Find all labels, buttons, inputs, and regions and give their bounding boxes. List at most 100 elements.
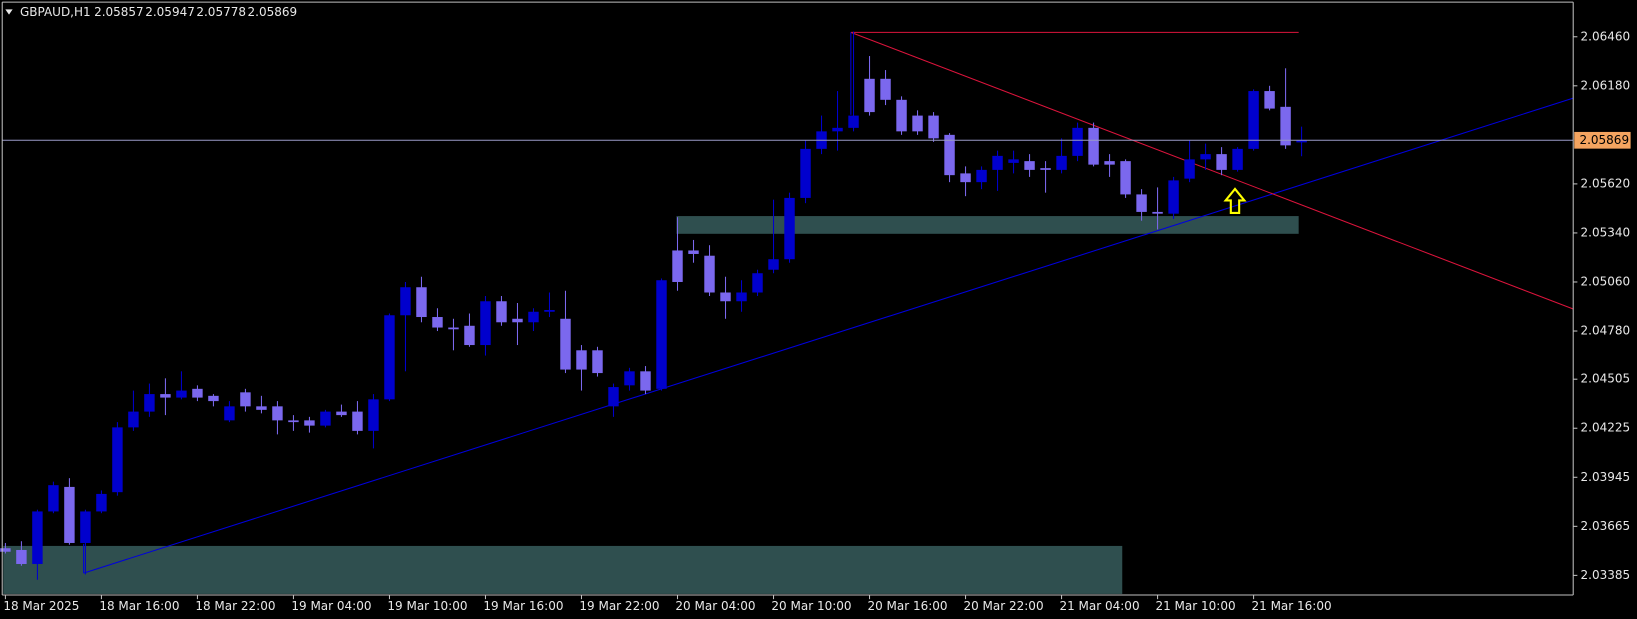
candle-body <box>128 411 139 428</box>
header-open: 2.05857 <box>94 5 144 19</box>
x-tick-label: 20 Mar 22:00 <box>963 599 1043 613</box>
candle-body <box>1232 148 1243 170</box>
candle-body <box>352 411 363 431</box>
candle-body <box>848 115 859 128</box>
candle-body <box>256 406 267 410</box>
candle-body <box>208 395 219 402</box>
candle-body <box>1216 154 1227 170</box>
candle-body <box>1264 91 1275 109</box>
candle-body <box>512 318 523 323</box>
candle-body <box>1200 154 1211 160</box>
candle-body <box>1104 161 1115 165</box>
arrow-up <box>1223 187 1247 214</box>
y-tick-label: 2.03945 <box>1581 470 1631 484</box>
price-tag-label: 2.05869 <box>1579 133 1629 147</box>
candle-body <box>432 317 443 328</box>
candle-body <box>656 280 667 389</box>
candle-body <box>944 134 955 176</box>
candle-body <box>608 387 619 407</box>
menu-icon[interactable] <box>5 9 13 15</box>
candle-body <box>1184 159 1195 179</box>
candle-body <box>64 486 75 543</box>
candle-body <box>272 406 283 421</box>
candle-body <box>752 273 763 293</box>
support-zone <box>676 216 1299 234</box>
candle-body <box>16 549 27 564</box>
x-tick-label: 20 Mar 16:00 <box>867 599 947 613</box>
x-tick-label: 19 Mar 22:00 <box>579 599 659 613</box>
y-tick-label: 2.05060 <box>1581 274 1631 288</box>
candle-body <box>464 325 475 346</box>
candle-body <box>320 411 331 426</box>
y-tick-label: 2.04505 <box>1581 372 1631 386</box>
candle-body <box>528 311 539 323</box>
trend-line <box>83 97 1574 574</box>
candle-body <box>624 371 635 386</box>
candle-body <box>1040 168 1051 170</box>
candle-body <box>48 485 59 512</box>
candle-body <box>32 511 43 564</box>
support-zone <box>3 545 1123 594</box>
candle-body <box>1120 161 1131 195</box>
plot-area <box>0 31 1574 580</box>
header-close: 2.05869 <box>248 5 298 19</box>
candle-body <box>224 406 235 421</box>
candle-body <box>96 493 107 512</box>
candle-body <box>1056 155 1067 170</box>
candle-body <box>400 287 411 316</box>
candle-body <box>480 301 491 346</box>
x-tick-label: 18 Mar 16:00 <box>99 599 179 613</box>
header-high: 2.05947 <box>145 5 195 19</box>
x-tick-label: 21 Mar 16:00 <box>1251 599 1331 613</box>
candle-body <box>304 420 315 426</box>
candle-body <box>960 173 971 183</box>
candle-body <box>336 411 347 416</box>
candle-body <box>1296 140 1307 143</box>
candle-body <box>176 390 187 398</box>
candle-body <box>560 318 571 370</box>
candle-body <box>640 371 651 391</box>
x-tick-label: 19 Mar 04:00 <box>291 599 371 613</box>
y-tick-label: 2.06180 <box>1581 78 1631 92</box>
candle-body <box>688 250 699 254</box>
candle-body <box>704 255 715 293</box>
header-low: 2.05778 <box>196 5 246 19</box>
symbol: GBPAUD,H1 <box>20 5 91 19</box>
candle-body <box>80 511 91 543</box>
x-tick-label: 21 Mar 04:00 <box>1059 599 1139 613</box>
candle-body <box>896 99 907 132</box>
candle-body <box>1248 91 1259 149</box>
candle-body <box>544 310 555 312</box>
candle-body <box>736 292 747 302</box>
y-tick-label: 2.03665 <box>1581 519 1631 533</box>
candle-body <box>1024 161 1035 170</box>
candle-body <box>864 78 875 113</box>
candle-body <box>1152 211 1163 214</box>
y-tick-label: 2.03385 <box>1581 568 1631 582</box>
candle-body <box>416 287 427 318</box>
candle-body <box>0 548 11 552</box>
candle-body <box>672 250 683 282</box>
candle-body <box>720 292 731 302</box>
candle-body <box>592 350 603 374</box>
candle-body <box>784 197 795 260</box>
x-tick-label: 20 Mar 04:00 <box>675 599 755 613</box>
candle-body <box>832 127 843 132</box>
candle-body <box>912 115 923 132</box>
y-tick-label: 2.05620 <box>1581 176 1631 190</box>
candle-body <box>1008 159 1019 163</box>
candle-body <box>576 350 587 370</box>
candle-body <box>1136 194 1147 212</box>
candle-body <box>112 427 123 493</box>
x-tick-label: 19 Mar 10:00 <box>387 599 467 613</box>
candle-body <box>496 301 507 323</box>
x-tick-label: 20 Mar 10:00 <box>771 599 851 613</box>
candle-body <box>1072 127 1083 156</box>
y-tick-label: 2.04225 <box>1581 421 1631 435</box>
x-tick-label: 19 Mar 16:00 <box>483 599 563 613</box>
candle-body <box>768 259 779 270</box>
x-tick-label: 18 Mar 2025 <box>3 599 79 613</box>
